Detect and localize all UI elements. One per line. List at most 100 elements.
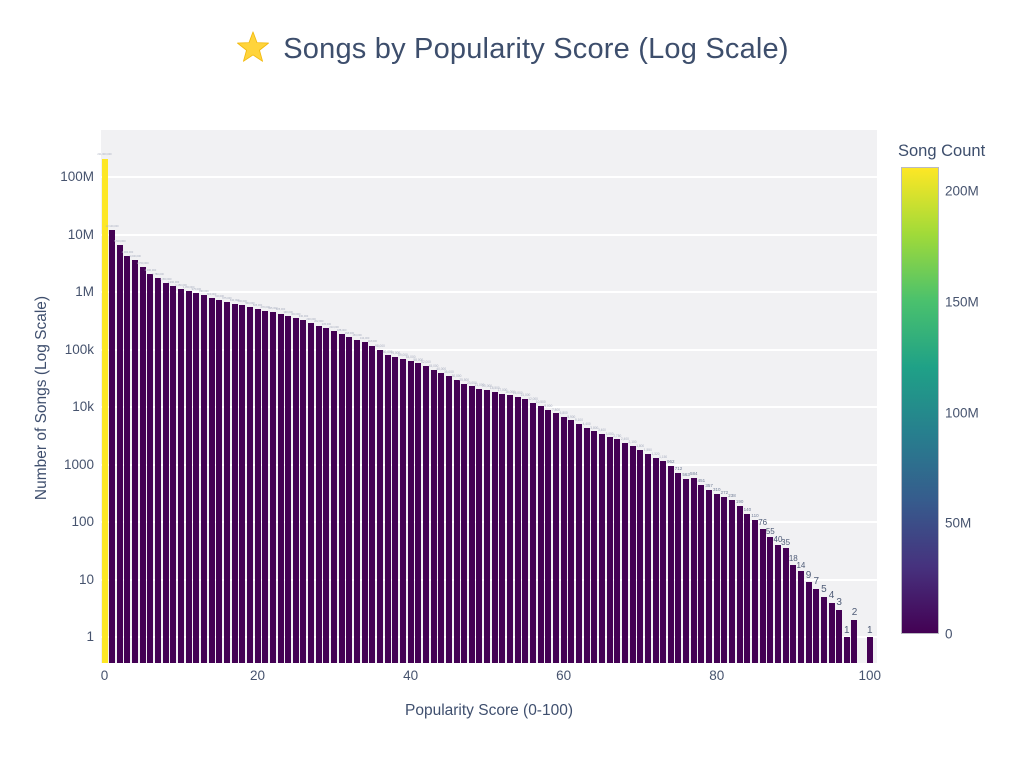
bar-score-4[interactable] — [132, 260, 139, 663]
bar-score-66[interactable] — [606, 437, 613, 663]
bar-score-92[interactable] — [805, 582, 812, 663]
bar-score-52[interactable] — [499, 393, 506, 663]
bar-score-67[interactable] — [614, 439, 621, 663]
bar-score-30[interactable] — [331, 331, 338, 663]
bar-score-80[interactable] — [713, 493, 720, 663]
bar-score-22[interactable] — [269, 312, 276, 663]
bar-score-5[interactable] — [139, 267, 146, 663]
bar-score-85[interactable] — [752, 519, 758, 663]
bar-score-11[interactable] — [185, 290, 192, 663]
bar-score-35[interactable] — [369, 345, 376, 663]
bar-score-96[interactable] — [836, 609, 843, 663]
bar-score-50[interactable] — [484, 389, 491, 663]
bar-score-20[interactable] — [254, 309, 261, 663]
bar-score-9[interactable] — [170, 286, 177, 663]
bar-score-60[interactable] — [560, 416, 567, 663]
bar-score-38[interactable] — [392, 357, 399, 663]
bar-score-31[interactable] — [338, 333, 345, 663]
bar-score-72[interactable] — [652, 457, 659, 663]
bar-score-46[interactable] — [453, 379, 460, 663]
bar-score-17[interactable] — [231, 303, 238, 663]
bar-score-49[interactable] — [476, 388, 483, 663]
bar-score-7[interactable] — [155, 277, 162, 663]
bar-score-95[interactable] — [828, 602, 835, 663]
bar-score-64[interactable] — [591, 431, 598, 663]
bar-score-74[interactable] — [667, 465, 674, 663]
bar-score-97[interactable] — [843, 637, 850, 663]
bar-score-91[interactable] — [797, 571, 804, 663]
bar-score-34[interactable] — [361, 342, 368, 663]
bar-score-41[interactable] — [415, 363, 422, 663]
bar-score-94[interactable] — [820, 596, 827, 663]
bar-score-3[interactable] — [124, 255, 131, 663]
bar-score-37[interactable] — [384, 355, 391, 663]
bar-score-23[interactable] — [277, 313, 284, 663]
bar-score-45[interactable] — [445, 375, 452, 663]
bar-score-84[interactable] — [744, 513, 751, 663]
bar-score-28[interactable] — [315, 325, 322, 663]
bar-score-70[interactable] — [637, 449, 644, 663]
bar-score-69[interactable] — [629, 446, 636, 663]
bar-score-88[interactable] — [774, 545, 781, 663]
bar-score-12[interactable] — [193, 292, 200, 663]
bar-score-14[interactable] — [208, 297, 215, 663]
bar-score-90[interactable] — [790, 564, 797, 663]
bar-score-76[interactable] — [683, 478, 690, 663]
bar-score-86[interactable] — [759, 528, 766, 663]
bar-score-77[interactable] — [690, 478, 697, 663]
bar-score-8[interactable] — [162, 282, 169, 663]
bar-score-68[interactable] — [621, 442, 628, 663]
bar-score-33[interactable] — [354, 339, 361, 663]
bar-score-39[interactable] — [399, 358, 406, 663]
bar-score-82[interactable] — [729, 500, 736, 663]
bar-score-2[interactable] — [116, 245, 123, 663]
bar-score-21[interactable] — [262, 310, 269, 663]
bar-score-56[interactable] — [530, 402, 537, 663]
bar-score-6[interactable] — [147, 273, 154, 663]
bar-score-81[interactable] — [721, 497, 728, 663]
bar-score-61[interactable] — [568, 420, 575, 663]
bar-score-79[interactable] — [706, 490, 713, 663]
bar-score-47[interactable] — [461, 383, 468, 663]
bar-score-75[interactable] — [675, 473, 682, 663]
bar-score-57[interactable] — [537, 405, 544, 663]
bar-score-19[interactable] — [246, 307, 253, 663]
bar-score-43[interactable] — [430, 369, 437, 663]
bar-score-44[interactable] — [438, 372, 445, 663]
bar-score-55[interactable] — [522, 398, 529, 663]
bar-score-51[interactable] — [491, 391, 498, 663]
bar-score-71[interactable] — [644, 453, 651, 663]
bar-score-32[interactable] — [346, 336, 353, 663]
bar-score-26[interactable] — [300, 319, 307, 663]
bar-score-15[interactable] — [216, 299, 223, 663]
bar-score-16[interactable] — [223, 301, 230, 663]
bar-score-18[interactable] — [239, 305, 246, 663]
bar-score-62[interactable] — [575, 423, 582, 663]
bar-score-63[interactable] — [583, 427, 590, 663]
bar-score-100[interactable] — [866, 637, 873, 663]
bar-score-29[interactable] — [323, 328, 330, 663]
bar-score-78[interactable] — [698, 484, 705, 663]
bar-score-24[interactable] — [285, 315, 292, 663]
bar-score-36[interactable] — [377, 350, 383, 663]
bar-score-53[interactable] — [507, 395, 514, 663]
bar-score-87[interactable] — [767, 537, 774, 663]
bar-score-89[interactable] — [782, 548, 789, 663]
bar-score-73[interactable] — [660, 461, 667, 663]
bar-score-13[interactable] — [200, 295, 207, 663]
bar-score-48[interactable] — [468, 386, 475, 663]
bar-score-59[interactable] — [553, 413, 560, 663]
bar-score-93[interactable] — [813, 588, 820, 663]
bar-score-27[interactable] — [308, 323, 315, 663]
bar-score-40[interactable] — [407, 360, 414, 663]
bar-score-1[interactable] — [109, 229, 116, 663]
bar-score-0[interactable] — [101, 158, 108, 663]
bar-score-83[interactable] — [736, 506, 743, 663]
bar-score-98[interactable] — [851, 619, 858, 663]
bar-score-42[interactable] — [422, 365, 429, 663]
bar-score-25[interactable] — [292, 317, 299, 663]
bar-score-54[interactable] — [514, 397, 521, 663]
bar-score-10[interactable] — [178, 288, 185, 663]
bar-score-58[interactable] — [545, 409, 552, 663]
bar-score-65[interactable] — [598, 434, 605, 663]
